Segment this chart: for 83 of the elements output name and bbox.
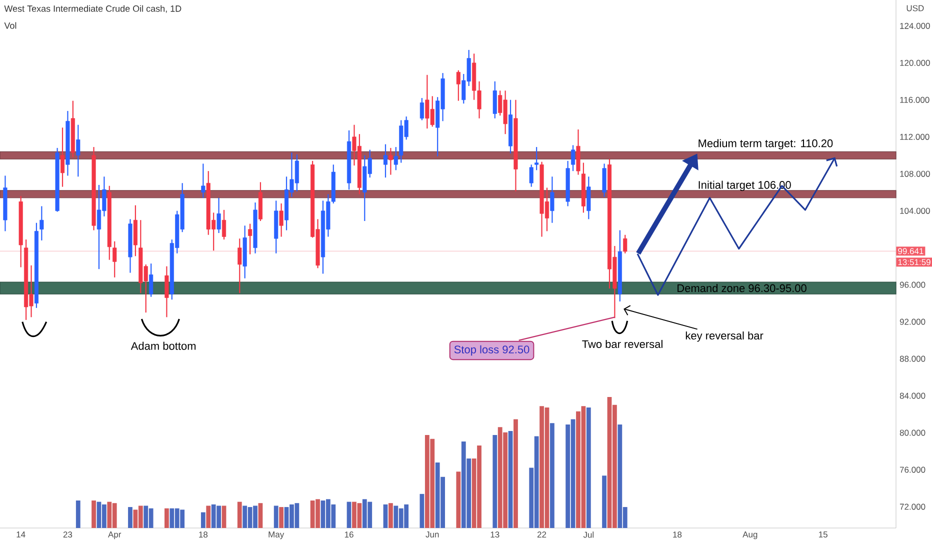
bar bbox=[128, 507, 132, 528]
x-tick-label: May bbox=[268, 532, 284, 540]
candlestick bbox=[238, 238, 242, 294]
band-label: Initial target 106.00 bbox=[698, 180, 791, 191]
y-tick-label: 84.000 bbox=[900, 392, 926, 399]
bar bbox=[237, 502, 242, 528]
candlestick bbox=[60, 127, 65, 188]
bar bbox=[279, 507, 284, 528]
bar bbox=[514, 419, 518, 528]
y-tick-label: 116.000 bbox=[900, 96, 930, 103]
bar bbox=[346, 502, 352, 528]
candlestick bbox=[248, 223, 252, 255]
candlestick bbox=[76, 124, 80, 178]
bar bbox=[383, 504, 388, 528]
ref-line-label: 99.641 bbox=[898, 248, 924, 254]
y-tick-label: 112.000 bbox=[900, 134, 930, 140]
candlestick bbox=[534, 146, 539, 171]
candlestick bbox=[571, 144, 576, 172]
bar bbox=[492, 434, 498, 528]
y-tick-label: 92.000 bbox=[900, 318, 926, 325]
y-tick-label: 72.000 bbox=[900, 504, 926, 510]
bar bbox=[420, 494, 424, 528]
bar bbox=[200, 512, 206, 528]
candlestick bbox=[388, 147, 393, 176]
text: 13:51:59 bbox=[898, 259, 930, 266]
x-tick-label: Jun bbox=[426, 532, 439, 538]
y-tick-label: 80.000 bbox=[900, 430, 926, 436]
bar bbox=[92, 500, 96, 528]
x-tick-label: 18 bbox=[199, 532, 208, 538]
bar bbox=[222, 506, 226, 528]
candlestick bbox=[420, 97, 424, 121]
bar bbox=[456, 472, 461, 528]
bar bbox=[388, 503, 393, 528]
y-tick-label: 124.000 bbox=[900, 22, 930, 29]
x-tick-label: 14 bbox=[16, 532, 26, 538]
candlestick bbox=[40, 206, 44, 241]
text: West Texas Intermediate Crude Oil cash, 1D bbox=[4, 5, 182, 13]
y-tick-label: 120.000 bbox=[900, 60, 930, 66]
candlestick bbox=[456, 70, 460, 102]
bar bbox=[508, 431, 513, 528]
x-tick-label: 22 bbox=[537, 532, 546, 538]
bar bbox=[258, 503, 263, 528]
y-tick-label: 104.000 bbox=[900, 208, 930, 214]
bar bbox=[164, 508, 169, 528]
y-tick-label: 88.000 bbox=[900, 356, 926, 362]
x-tick-label: 16 bbox=[344, 532, 354, 538]
x-tick-label: 23 bbox=[63, 532, 72, 538]
candlestick bbox=[623, 234, 628, 254]
candlestick bbox=[216, 197, 221, 234]
candlestick bbox=[149, 262, 154, 298]
bar bbox=[602, 476, 606, 528]
annotation: Vol bbox=[4, 22, 16, 29]
x-tick-label: Apr bbox=[108, 532, 122, 540]
candlestick bbox=[222, 209, 226, 240]
bar bbox=[586, 407, 591, 528]
candlestick bbox=[394, 146, 398, 171]
y-tick-label: 108.000 bbox=[900, 170, 930, 177]
band-label: Demand zone 96.30-95.00 bbox=[678, 284, 806, 292]
y-tick-label: 76.000 bbox=[900, 466, 926, 473]
y-axis-title: USD bbox=[906, 5, 924, 12]
candlestick bbox=[279, 202, 284, 238]
annotation: key reversal bar bbox=[686, 331, 764, 342]
x-tick-label: Aug bbox=[742, 532, 758, 540]
bar bbox=[76, 500, 80, 528]
x-tick-label: Jul bbox=[583, 532, 594, 538]
band-label: Medium term target: 110.20 bbox=[698, 139, 833, 150]
candlestick bbox=[529, 164, 534, 188]
annotation: Adam bottom bbox=[130, 342, 196, 350]
annotation: Stop loss 92.50 bbox=[454, 345, 530, 356]
candlestick bbox=[550, 176, 554, 224]
bar bbox=[550, 423, 554, 528]
y-tick-label: 96.000 bbox=[900, 282, 926, 288]
x-tick-label: 15 bbox=[818, 532, 828, 538]
candlestick bbox=[112, 240, 117, 278]
x-tick-label: 13 bbox=[490, 532, 500, 538]
bar bbox=[274, 506, 278, 528]
x-tick-label: 18 bbox=[673, 532, 682, 538]
candlestick bbox=[201, 163, 206, 198]
candlestick bbox=[492, 80, 497, 119]
candlestick bbox=[164, 266, 169, 318]
bar bbox=[206, 506, 211, 528]
annotation: Two bar reversal bbox=[582, 340, 662, 348]
candlestick bbox=[383, 144, 388, 178]
